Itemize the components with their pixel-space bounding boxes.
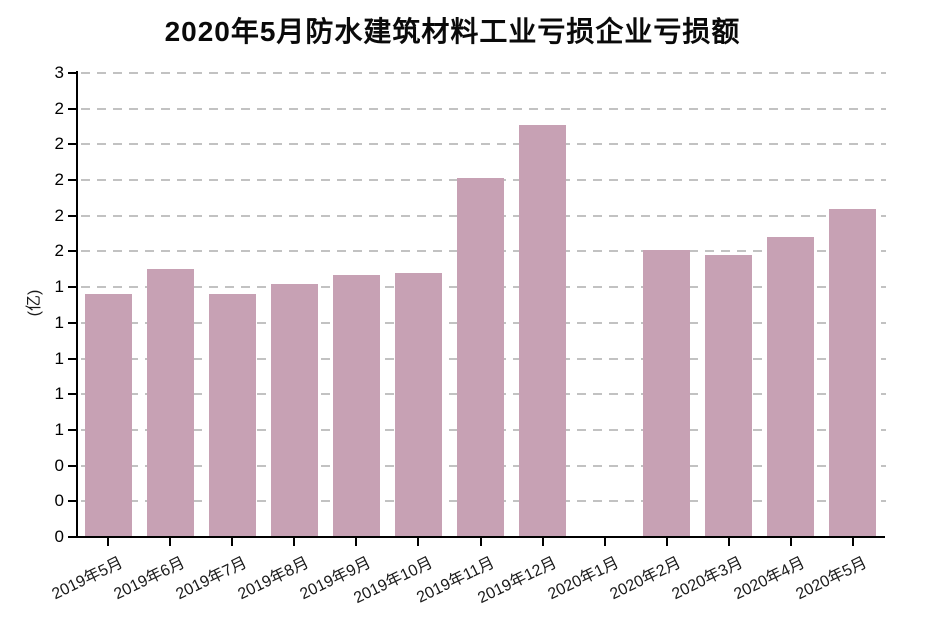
x-tick-mark — [727, 538, 730, 546]
chart-title: 2020年5月防水建筑材料工业亏损企业亏损额 — [164, 16, 741, 47]
y-tick-mark — [68, 72, 77, 74]
bar — [457, 178, 504, 537]
gridline — [81, 72, 886, 74]
y-tick-label: 2 — [54, 98, 64, 118]
bar — [84, 294, 132, 537]
x-tick-mark — [355, 538, 358, 546]
y-axis-line — [76, 71, 78, 538]
gridline — [81, 143, 886, 146]
y-tick-mark — [68, 143, 77, 146]
y-tick-mark — [68, 536, 77, 538]
y-tick-label: 1 — [54, 384, 64, 404]
y-tick-mark — [68, 179, 77, 182]
bar — [767, 237, 815, 537]
bar — [208, 294, 256, 537]
y-tick-label: 2 — [54, 205, 64, 225]
x-axis-line — [75, 536, 885, 538]
y-tick-mark — [68, 500, 77, 503]
x-tick-mark — [107, 538, 110, 546]
y-tick-label: 2 — [54, 170, 64, 190]
x-tick-mark — [293, 538, 296, 546]
bar — [643, 249, 691, 537]
y-tick-label: 3 — [54, 63, 64, 82]
y-tick-mark — [68, 250, 77, 253]
x-tick-mark — [231, 538, 234, 546]
x-tick-label: 2019年5月 — [48, 554, 126, 604]
y-tick-label: 2 — [54, 241, 64, 261]
x-tick-mark — [789, 538, 792, 546]
x-tick-mark — [417, 538, 420, 546]
y-tick-label: 0 — [54, 455, 64, 475]
x-tick-mark — [541, 538, 544, 546]
x-tick-label: 2020年5月 — [793, 554, 871, 604]
y-tick-mark — [68, 464, 77, 467]
y-tick-label: 1 — [54, 312, 64, 332]
bar — [519, 124, 567, 537]
bar — [394, 272, 442, 537]
y-tick-mark — [68, 286, 77, 289]
y-tick-label: 2 — [54, 134, 64, 154]
y-tick-label: 0 — [54, 527, 64, 546]
y-tick-mark — [68, 214, 77, 217]
gridline — [81, 107, 886, 110]
y-tick-label: 1 — [54, 348, 64, 368]
y-tick-mark — [68, 107, 77, 110]
x-tick-mark — [603, 538, 606, 546]
y-tick-label: 1 — [54, 419, 64, 439]
bar — [146, 269, 194, 537]
x-tick-mark — [851, 538, 854, 546]
x-tick-mark — [479, 538, 482, 546]
bar — [705, 255, 753, 537]
bar — [332, 274, 380, 537]
y-tick-mark — [68, 321, 77, 324]
y-tick-mark — [68, 393, 77, 396]
bar — [829, 208, 877, 537]
y-tick-mark — [68, 357, 77, 360]
y-tick-label: 1 — [54, 277, 64, 297]
y-tick-label: 0 — [54, 491, 64, 511]
bar — [270, 283, 318, 537]
y-tick-mark — [68, 428, 77, 431]
x-tick-mark — [169, 538, 172, 546]
x-tick-mark — [665, 538, 668, 546]
